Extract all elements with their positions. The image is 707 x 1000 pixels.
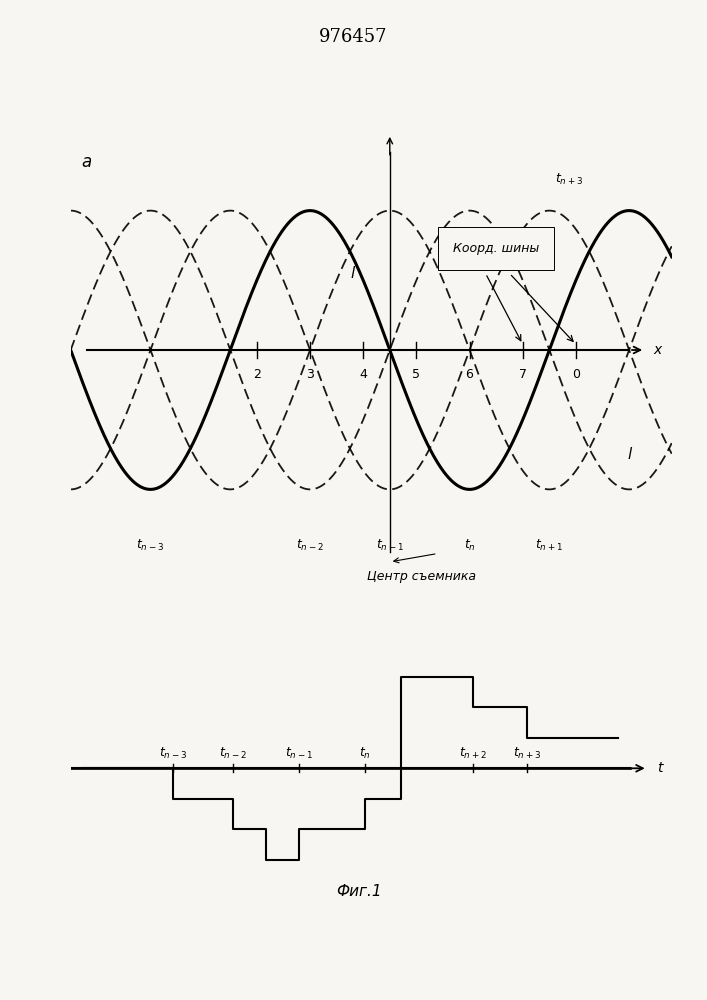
Text: Центр съемника: Центр съемника (367, 570, 477, 583)
Text: 976457: 976457 (320, 28, 387, 46)
Text: 2: 2 (253, 368, 261, 381)
Text: 5: 5 (412, 368, 421, 381)
Text: $t_n$: $t_n$ (359, 746, 371, 761)
Text: $t_{n-2}$: $t_{n-2}$ (219, 746, 247, 761)
Text: $t_{n-3}$: $t_{n-3}$ (159, 746, 187, 761)
Text: $t_{n+3}$: $t_{n+3}$ (555, 172, 583, 187)
Text: 0: 0 (572, 368, 580, 381)
Text: l: l (351, 266, 355, 281)
Text: $t_{n+3}$: $t_{n+3}$ (513, 746, 542, 761)
Text: $t_{n-2}$: $t_{n-2}$ (296, 538, 324, 553)
Text: $t_{n-1}$: $t_{n-1}$ (285, 746, 313, 761)
Text: x: x (653, 343, 661, 357)
Text: $t_{n-3}$: $t_{n-3}$ (136, 538, 165, 553)
Text: a: a (81, 153, 92, 171)
Text: $t_n$: $t_n$ (464, 538, 476, 553)
Text: $t_{n+2}$: $t_{n+2}$ (460, 746, 487, 761)
Text: l: l (627, 447, 631, 462)
Text: $t_{n+1}$: $t_{n+1}$ (535, 538, 563, 553)
Text: 4: 4 (359, 368, 367, 381)
Text: t: t (657, 761, 662, 775)
Text: 7: 7 (519, 368, 527, 381)
Text: 3: 3 (306, 368, 314, 381)
Text: Коорд. шины: Коорд. шины (453, 242, 539, 255)
Text: Фиг.1: Фиг.1 (337, 884, 382, 899)
Text: $t_{n-1}$: $t_{n-1}$ (376, 538, 404, 553)
Text: 6: 6 (466, 368, 474, 381)
